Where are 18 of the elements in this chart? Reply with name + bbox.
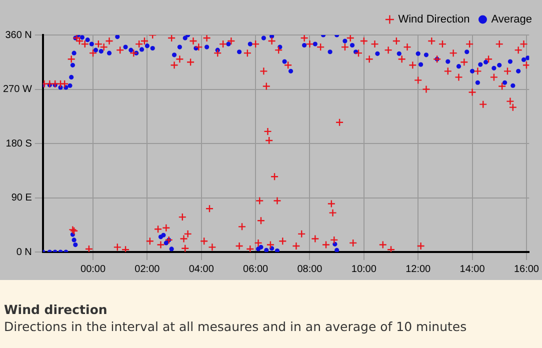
x-tick-label: 04:00 — [188, 264, 214, 275]
text: Wind direction — [4, 302, 108, 317]
legend-label: Wind Direction — [398, 14, 470, 26]
x-tick-label: 06:00 — [243, 264, 269, 275]
text: Directions in the interval at all mesaures and in an average of 10 minutes — [4, 319, 468, 334]
x-tick-label: 10:00 — [351, 264, 377, 275]
y-tick-label: 360 N — [5, 30, 32, 41]
legend-label: Average — [491, 14, 532, 26]
x-tick-label: 16:00 — [514, 264, 540, 275]
y-tick-label: 0 N — [16, 246, 32, 258]
x-tick-label: 02:00 — [134, 264, 160, 275]
y-tick-label: 270 W — [2, 84, 32, 95]
x-tick-label: 12:00 — [406, 264, 432, 275]
x-tick-label: 00:00 — [80, 264, 106, 275]
x-tick-label: 14:00 — [460, 264, 486, 275]
y-tick-label: 90 E — [11, 192, 32, 204]
x-tick-label: 08:00 — [297, 264, 323, 275]
y-tick-label: 180 S — [6, 138, 32, 150]
